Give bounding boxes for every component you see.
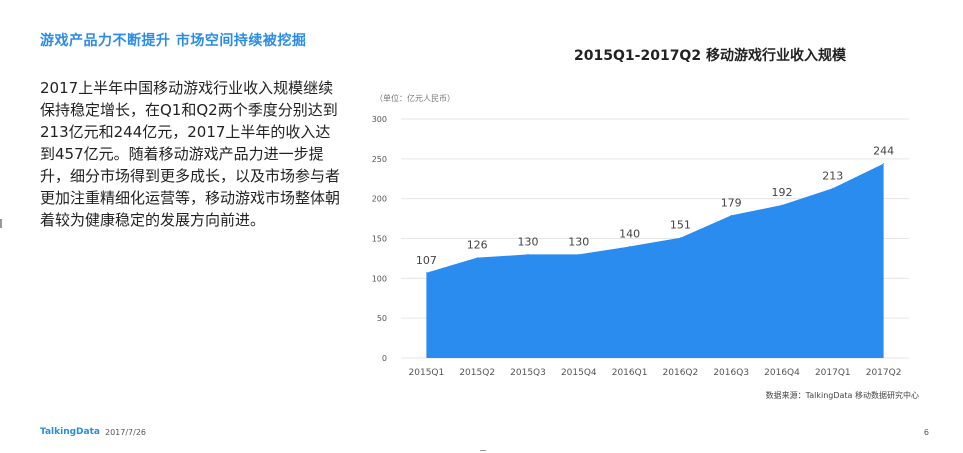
data-label: 192 bbox=[772, 186, 793, 199]
data-label: 244 bbox=[873, 145, 894, 158]
unit-note: （单位：亿元人民币） bbox=[375, 94, 455, 103]
body-paragraph: 2017上半年中国移动游戏行业收入规模继续保持稳定增长，在Q1和Q2两个季度分别… bbox=[40, 79, 341, 229]
x-tick-label: 2016Q2 bbox=[663, 368, 699, 378]
data-point bbox=[476, 257, 478, 259]
x-tick-label: 2016Q3 bbox=[713, 368, 749, 378]
x-tick-label: 2015Q1 bbox=[409, 368, 445, 378]
data-label: 107 bbox=[416, 254, 437, 267]
area-chart: 0 50 100 150 200 250 300 107 126 130 130 140 151 179 1… bbox=[372, 115, 909, 378]
x-tick-label: 2015Q4 bbox=[561, 368, 597, 378]
data-point bbox=[578, 253, 580, 255]
area-series bbox=[426, 163, 884, 358]
x-tick-label: 2017Q1 bbox=[815, 368, 851, 378]
data-point bbox=[832, 187, 834, 189]
data-label: 130 bbox=[518, 235, 539, 248]
data-point bbox=[730, 214, 732, 216]
section-title: 游戏产品力不断提升 市场空间持续被挖掘 bbox=[40, 33, 307, 49]
data-label: 213 bbox=[822, 169, 843, 182]
side-marker bbox=[0, 219, 2, 228]
x-tick-label: 2015Q2 bbox=[459, 368, 495, 378]
data-label: 151 bbox=[670, 219, 691, 232]
x-tick-label: 2017Q2 bbox=[866, 368, 902, 378]
bottom-marker bbox=[480, 450, 486, 451]
data-label: 130 bbox=[568, 235, 589, 248]
data-point bbox=[883, 163, 885, 165]
y-tick-label: 300 bbox=[372, 115, 387, 124]
footer-brand-logo: TalkingData bbox=[40, 427, 100, 437]
x-tick-label: 2015Q3 bbox=[510, 368, 546, 378]
y-tick-label: 150 bbox=[372, 235, 387, 244]
data-point bbox=[781, 204, 783, 206]
footer-date: 2017/7/26 bbox=[105, 428, 147, 437]
x-tick-label: 2016Q1 bbox=[612, 368, 648, 378]
x-tick-label: 2016Q4 bbox=[764, 368, 800, 378]
data-point bbox=[425, 272, 427, 274]
y-tick-label: 50 bbox=[377, 314, 387, 323]
data-point bbox=[629, 245, 631, 247]
data-point bbox=[527, 253, 529, 255]
y-tick-label: 100 bbox=[372, 274, 387, 283]
data-label: 179 bbox=[721, 196, 742, 209]
page-number: 6 bbox=[923, 428, 929, 437]
data-label: 140 bbox=[619, 227, 640, 240]
data-point bbox=[679, 237, 681, 239]
y-tick-label: 250 bbox=[372, 155, 387, 164]
y-tick-label: 0 bbox=[382, 354, 387, 363]
data-label: 126 bbox=[467, 239, 488, 252]
chart-title: 2015Q1-2017Q2 移动游戏行业收入规模 bbox=[574, 48, 846, 64]
y-tick-label: 200 bbox=[372, 195, 387, 204]
data-source: 数据来源：TalkingData 移动数据研究中心 bbox=[765, 391, 919, 400]
